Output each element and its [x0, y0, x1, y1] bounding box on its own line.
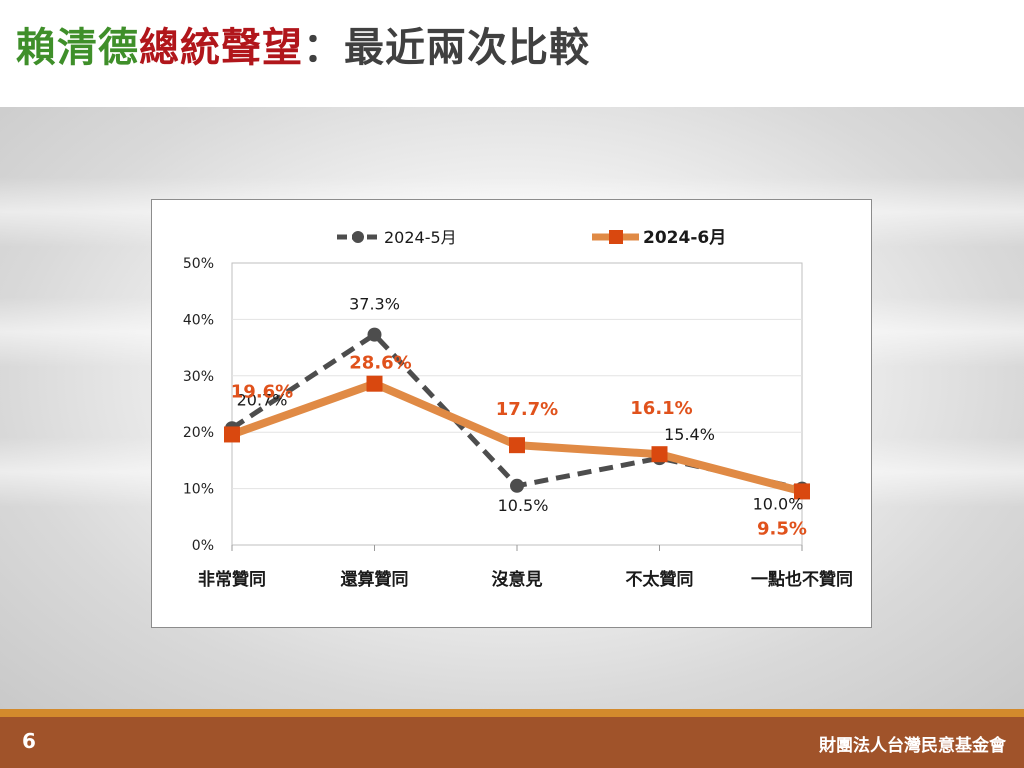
data-label-2024-6: 19.6% — [231, 381, 293, 402]
y-tick-label: 30% — [183, 369, 214, 385]
y-tick-label: 20% — [183, 425, 214, 441]
y-tick-label: 40% — [183, 312, 214, 328]
slide-title: 賴清德總統聲望：最近兩次比較 — [16, 22, 590, 74]
x-tick-label: 不太贊同 — [626, 569, 694, 590]
data-label-2024-5: 37.3% — [349, 295, 400, 314]
title-suffix: ：最近兩次比較 — [303, 25, 590, 71]
y-tick-label: 10% — [183, 482, 214, 498]
legend-marker-2024-6 — [609, 230, 623, 244]
legend-label-2024-6: 2024-6月 — [643, 228, 726, 248]
data-point-2024-5 — [367, 327, 382, 342]
data-point-2024-6 — [794, 483, 810, 500]
data-label-2024-5: 20.7% — [237, 390, 288, 409]
organization-name: 財團法人台灣民意基金會 — [819, 736, 1006, 756]
data-point-2024-6 — [366, 375, 383, 392]
data-label-2024-6: 28.6% — [349, 353, 411, 374]
title-topic: 總統聲望 — [139, 25, 303, 71]
page-number: 6 — [22, 729, 36, 753]
data-point-2024-6 — [651, 446, 668, 463]
legend-marker-2024-5 — [352, 231, 364, 243]
y-tick-label: 50% — [183, 256, 214, 272]
data-point-2024-6 — [224, 426, 240, 443]
x-tick-label: 沒意見 — [492, 569, 543, 590]
title-name: 賴清德 — [16, 25, 139, 71]
x-tick-label: 非常贊同 — [198, 569, 266, 590]
y-tick-label: 0% — [192, 538, 214, 554]
data-label-2024-6: 9.5% — [757, 518, 807, 539]
data-point-2024-5 — [510, 478, 524, 493]
data-label-2024-6: 16.1% — [630, 398, 692, 419]
data-label-2024-5: 10.0% — [753, 495, 804, 514]
x-tick-label: 一點也不贊同 — [751, 569, 853, 590]
footer-stripe — [0, 709, 1024, 717]
footer-bar: 6 財團法人台灣民意基金會 — [0, 717, 1024, 768]
line-chart: 0% 10% 20% 30% 40% 50% 非常贊同 還算贊同 沒意見 不太贊同 一點也不贊同 20… — [183, 228, 853, 590]
legend-label-2024-5: 2024-5月 — [384, 228, 457, 247]
x-tick-label: 還算贊同 — [341, 569, 409, 590]
data-label-2024-6: 17.7% — [496, 399, 558, 420]
data-point-2024-6 — [509, 437, 525, 454]
data-label-2024-5: 10.5% — [498, 496, 549, 515]
chart-panel: 0% 10% 20% 30% 40% 50% 非常贊同 還算贊同 沒意見 不太贊同 一點也不贊同 20… — [151, 199, 872, 628]
data-label-2024-5: 15.4% — [664, 425, 715, 444]
